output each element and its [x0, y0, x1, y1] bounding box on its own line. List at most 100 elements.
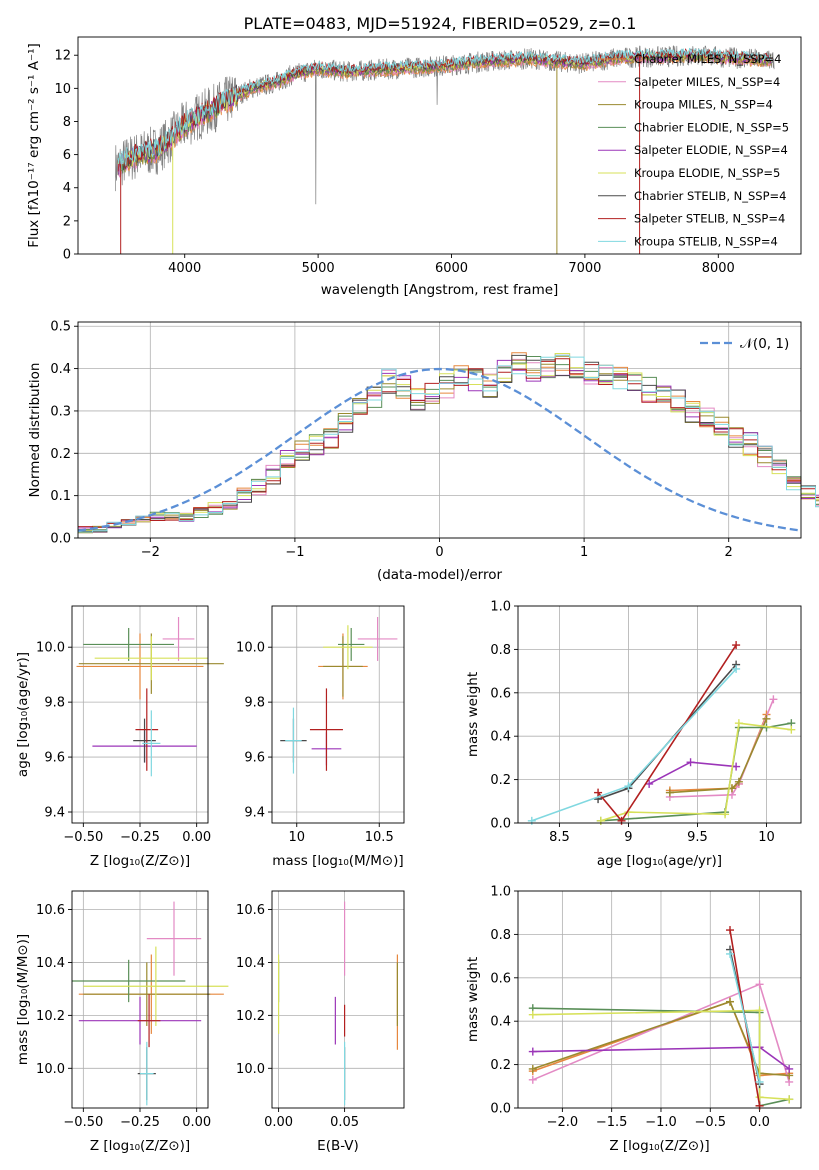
x-tick-label: 10 [288, 830, 305, 845]
legend-entry: Kroupa MILES, N_SSP=4 [634, 98, 773, 112]
residual-histogram [78, 352, 819, 532]
errorbar-point [140, 1041, 154, 1106]
x-tick-label: 9 [624, 830, 632, 845]
x-tick-label: 5000 [302, 261, 335, 276]
residual-histogram [78, 354, 819, 533]
x-tick-label: 0.00 [182, 1115, 211, 1130]
errorbar-point [309, 688, 343, 771]
y-tick-label: 10.0 [236, 641, 265, 656]
x-tick-label: 1 [580, 545, 588, 560]
mass-weight-marker [755, 1093, 764, 1102]
mass-weight-series-line [669, 718, 768, 794]
normal-curve [77, 367, 802, 532]
mass_weight_vs_Z-frame [517, 890, 802, 1109]
x-tick-label: 7000 [568, 261, 601, 276]
errorbar-point [133, 718, 156, 763]
mass-weight-marker [527, 816, 536, 825]
mass-weight-marker [762, 714, 771, 723]
mass-weight-marker [726, 949, 735, 958]
errorbar-point [94, 636, 208, 681]
mass-weight-marker [528, 1075, 537, 1084]
y-tick-label: 9.4 [44, 806, 65, 821]
y-tick-label: 0.5 [50, 320, 71, 335]
y-axis-label: mass weight [465, 672, 481, 757]
errorbar-point [285, 707, 302, 774]
y-tick-label: 10.6 [236, 903, 265, 918]
y-tick-label: 0.3 [50, 404, 71, 419]
mass-weight-series-line [648, 761, 737, 785]
mass-weight-marker [528, 1010, 537, 1019]
mass_vs_Z-axes: −0.50 −0.25 0.00 10.0 10.2 10.4 10.6 [36, 891, 211, 1130]
mass_weight_vs_Z-axes: −2.0 −1.5 −1.0 −0.5 0.0 0.0 0.2 0.4 0.6 0.8 1.0 [490, 885, 801, 1130]
x-tick-label: 0 [435, 545, 443, 560]
mass-weight-marker [787, 725, 796, 734]
mass-weight-series-line [729, 953, 761, 1083]
x-axis-label: E(B-V) [317, 1138, 359, 1154]
age_vs_mass-frame [271, 605, 405, 824]
y-tick-label: 10.2 [36, 1009, 65, 1024]
y-tick-label: 9.4 [244, 806, 265, 821]
legend-entry: Salpeter STELIB, N_SSP=4 [634, 212, 785, 226]
mass-weight-marker [732, 762, 741, 771]
spectrum-frame [77, 36, 802, 255]
y-tick-label: 10.4 [236, 956, 265, 971]
errorbar-point [146, 901, 202, 976]
mass-weight-marker [528, 1047, 537, 1056]
y-tick-label: 8 [63, 115, 71, 130]
y-tick-label: 10.6 [36, 903, 65, 918]
residual-histogram [78, 359, 819, 533]
y-tick-label: 0.2 [50, 447, 71, 462]
figure-title: PLATE=0483, MJD=51924, FIBERID=0529, z=0… [244, 14, 637, 33]
mass-weight-series-line [669, 698, 775, 798]
x-tick-label: −2.0 [547, 1115, 579, 1130]
errorbar-point [323, 636, 363, 697]
x-tick-label: −0.50 [63, 830, 103, 845]
mass_weight_vs_age-frame [517, 605, 802, 824]
y-tick-label: 0.0 [490, 1102, 511, 1117]
y-tick-label: 0.6 [490, 971, 511, 986]
x-axis-label: age [log₁₀(age/yr)] [597, 853, 722, 869]
model-spectrum-line [117, 47, 772, 171]
y-tick-label: 0.4 [490, 730, 511, 745]
x-tick-label: −0.25 [120, 1115, 160, 1130]
y-tick-label: 1.0 [490, 600, 511, 615]
errorbar-point [76, 633, 204, 700]
x-axis-label: Z [log₁₀(Z/Z⊙)] [90, 853, 190, 869]
y-tick-label: 0.2 [490, 773, 511, 788]
y-tick-label: 0 [63, 248, 71, 263]
residual-histogram [78, 358, 819, 528]
mass-weight-marker [624, 782, 633, 791]
y-tick-label: 0.4 [490, 1015, 511, 1030]
mass_vs_Z-frame [71, 890, 209, 1109]
mass-weight-marker [732, 664, 741, 673]
age_vs_Z-axes: −0.50 −0.25 0.00 9.4 9.6 9.8 10.0 [36, 606, 211, 845]
x-tick-label: 0.00 [182, 830, 211, 845]
errorbar-point [142, 710, 161, 777]
x-tick-label: 0.00 [264, 1115, 293, 1130]
y-tick-label: 2 [63, 214, 71, 229]
y-tick-label: 10.4 [36, 956, 65, 971]
y-tick-label: 10 [54, 82, 71, 97]
x-tick-label: 10.5 [365, 830, 394, 845]
mass-weight-series-line [600, 722, 792, 822]
y-tick-label: 1.0 [490, 885, 511, 900]
x-tick-label: −2 [141, 545, 160, 560]
legend-entry: Chabrier ELODIE, N_SSP=5 [634, 120, 789, 134]
y-tick-label: 0.6 [490, 686, 511, 701]
y-axis-label: age [log₁₀(age/yr)] [15, 652, 31, 777]
errorbar-point [83, 946, 229, 1026]
errorbar-point [83, 962, 211, 1026]
errorbar-point [323, 625, 373, 670]
x-tick-label: 6000 [435, 261, 468, 276]
x-axis-label: mass [log₁₀(M/M⊙)] [272, 853, 403, 869]
errorbar-point [357, 616, 398, 661]
mass-weight-marker [665, 788, 674, 797]
mass-weight-marker [755, 1006, 764, 1015]
mass-weight-series-line [532, 1009, 790, 1101]
x-tick-label: 4000 [168, 261, 201, 276]
mass-weight-marker [769, 695, 778, 704]
x-axis-label: Z [log₁₀(Z/Z⊙)] [609, 1138, 709, 1154]
errorbar-point [72, 959, 186, 1003]
legend-entry: 𝒩(0, 1) [740, 336, 789, 352]
